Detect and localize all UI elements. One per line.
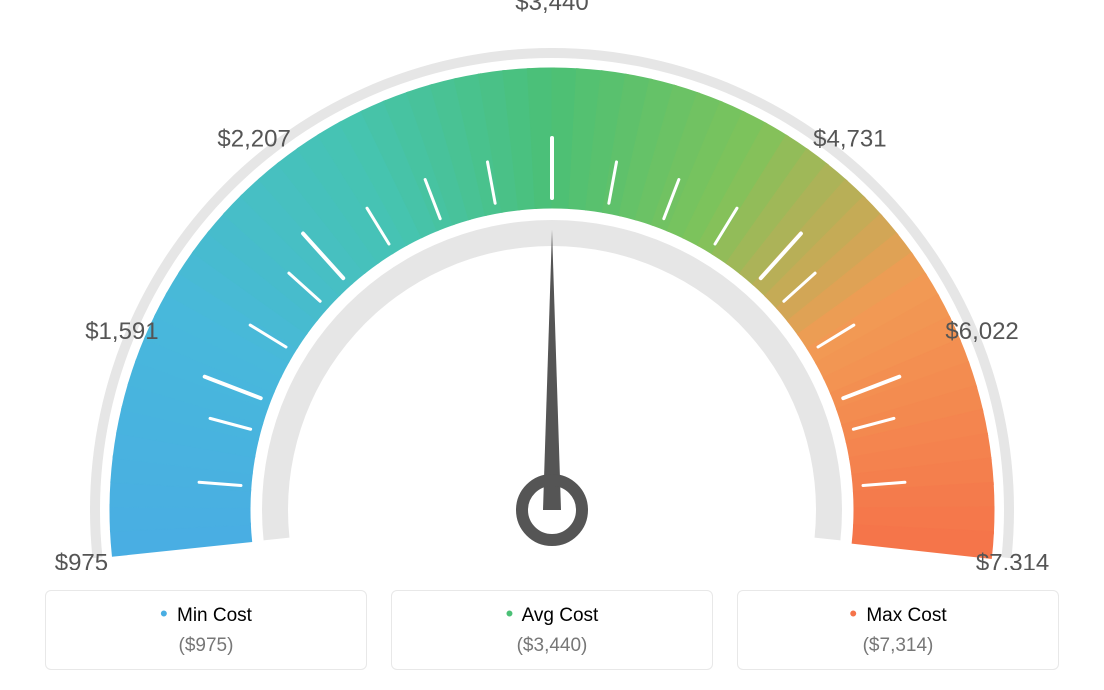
svg-text:$6,022: $6,022 xyxy=(945,318,1018,345)
legend-avg-label: Avg Cost xyxy=(522,605,599,626)
gauge-svg: $975 $1,591 $2,207 $3,440 $4,731 $6,022 $7,314 xyxy=(0,0,1104,570)
svg-text:$1,591: $1,591 xyxy=(85,318,158,345)
legend-min-value: ($975) xyxy=(46,635,366,657)
legend-avg: • Avg Cost ($3,440) xyxy=(391,590,713,670)
legend-min: • Min Cost ($975) xyxy=(45,590,367,670)
dot-icon: • xyxy=(506,601,514,626)
legend: • Min Cost ($975) • Avg Cost ($3,440) • … xyxy=(0,570,1104,670)
cost-gauge: $975 $1,591 $2,207 $3,440 $4,731 $6,022 $7,314 xyxy=(0,0,1104,570)
svg-text:$975: $975 xyxy=(55,549,108,570)
legend-max: • Max Cost ($7,314) xyxy=(737,590,1059,670)
dot-icon: • xyxy=(849,601,857,626)
svg-text:$3,440: $3,440 xyxy=(515,0,588,16)
legend-avg-value: ($3,440) xyxy=(392,635,712,657)
dot-icon: • xyxy=(160,601,168,626)
legend-max-label: Max Cost xyxy=(866,605,946,626)
svg-text:$2,207: $2,207 xyxy=(217,125,290,152)
svg-text:$7,314: $7,314 xyxy=(976,549,1049,570)
legend-min-label: Min Cost xyxy=(177,605,252,626)
legend-max-value: ($7,314) xyxy=(738,635,1058,657)
svg-text:$4,731: $4,731 xyxy=(813,125,886,152)
